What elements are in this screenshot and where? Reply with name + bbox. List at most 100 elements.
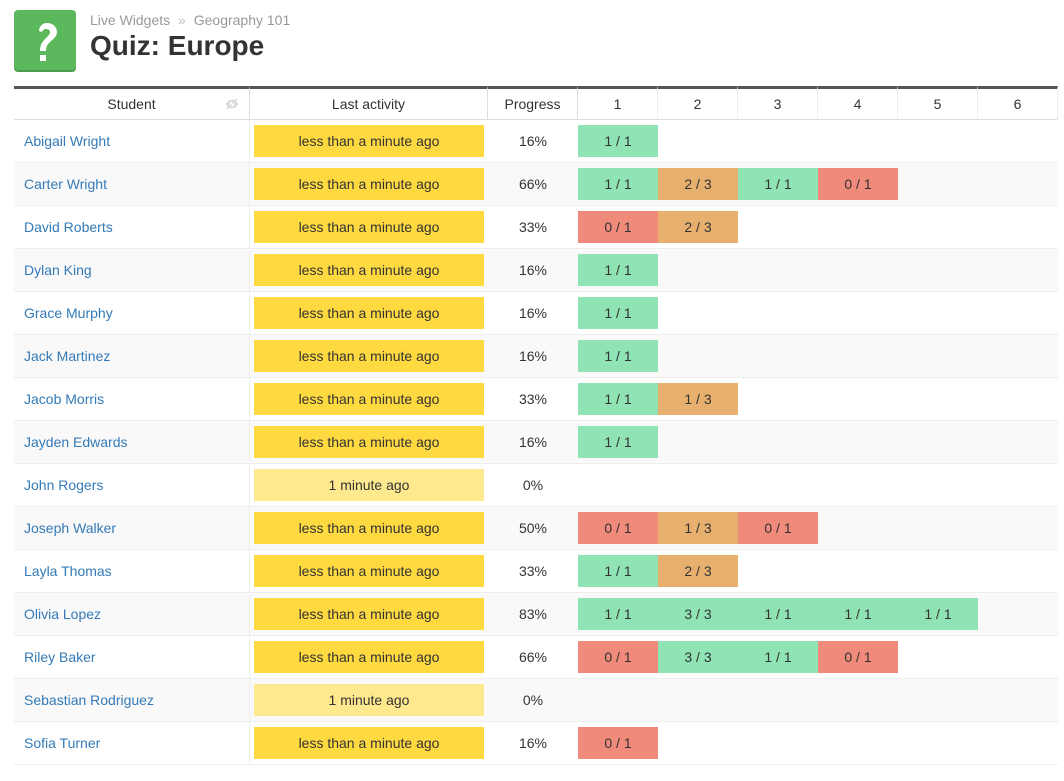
score-cell bbox=[658, 421, 738, 464]
table-row: Dylan King less than a minute ago16%1 / 1 bbox=[14, 249, 1058, 292]
col-q4-header[interactable]: 4 bbox=[818, 86, 898, 120]
activity-badge: less than a minute ago bbox=[254, 254, 484, 286]
last-activity-cell: 1 minute ago bbox=[250, 464, 488, 507]
score-cell bbox=[818, 206, 898, 249]
score-cell bbox=[658, 335, 738, 378]
activity-badge: less than a minute ago bbox=[254, 340, 484, 372]
score-badge: 0 / 1 bbox=[578, 727, 658, 759]
last-activity-cell: less than a minute ago bbox=[250, 378, 488, 421]
student-link[interactable]: David Roberts bbox=[24, 219, 113, 235]
student-name-cell: Dylan King bbox=[14, 249, 250, 292]
score-cell bbox=[978, 722, 1058, 765]
student-link[interactable]: Joseph Walker bbox=[24, 520, 116, 536]
student-name-cell: Carter Wright bbox=[14, 163, 250, 206]
score-badge: 0 / 1 bbox=[818, 168, 898, 200]
last-activity-cell: less than a minute ago bbox=[250, 421, 488, 464]
col-progress-label: Progress bbox=[504, 96, 560, 112]
table-row: Jacob Morrisless than a minute ago33%1 /… bbox=[14, 378, 1058, 421]
col-q3-header[interactable]: 3 bbox=[738, 86, 818, 120]
student-link[interactable]: Riley Baker bbox=[24, 649, 96, 665]
score-cell: 1 / 1 bbox=[818, 593, 898, 636]
score-cell: 0 / 1 bbox=[738, 507, 818, 550]
col-q2-header[interactable]: 2 bbox=[658, 86, 738, 120]
student-link[interactable]: Sofia Turner bbox=[24, 735, 100, 751]
score-cell bbox=[738, 378, 818, 421]
score-cell: 0 / 1 bbox=[818, 163, 898, 206]
score-cell bbox=[738, 206, 818, 249]
col-q5-header[interactable]: 5 bbox=[898, 86, 978, 120]
activity-badge: 1 minute ago bbox=[254, 684, 484, 716]
page-title: Quiz: Europe bbox=[90, 30, 290, 62]
visibility-toggle-icon[interactable] bbox=[225, 97, 239, 111]
score-badge: 2 / 3 bbox=[658, 211, 738, 243]
score-cell bbox=[898, 464, 978, 507]
score-cell: 2 / 3 bbox=[658, 163, 738, 206]
table-row: Grace Murphyless than a minute ago16%1 /… bbox=[14, 292, 1058, 335]
score-cell bbox=[818, 507, 898, 550]
progress-cell: 16% bbox=[488, 421, 578, 464]
score-badge: 0 / 1 bbox=[738, 512, 818, 544]
score-badge: 0 / 1 bbox=[578, 641, 658, 673]
score-badge: 1 / 1 bbox=[898, 598, 978, 630]
col-q1-header[interactable]: 1 bbox=[578, 86, 658, 120]
breadcrumb-course: Geography 101 bbox=[194, 12, 291, 28]
score-cell bbox=[738, 335, 818, 378]
score-cell bbox=[818, 292, 898, 335]
student-link[interactable]: Layla Thomas bbox=[24, 563, 112, 579]
student-link[interactable]: Jacob Morris bbox=[24, 391, 104, 407]
score-badge: 3 / 3 bbox=[658, 598, 738, 630]
table-row: John Rogers1 minute ago0% bbox=[14, 464, 1058, 507]
score-badge: 2 / 3 bbox=[658, 168, 738, 200]
score-cell: 1 / 1 bbox=[578, 378, 658, 421]
activity-badge: less than a minute ago bbox=[254, 211, 484, 243]
score-cell bbox=[658, 464, 738, 507]
last-activity-cell: less than a minute ago bbox=[250, 206, 488, 249]
student-link[interactable]: Olivia Lopez bbox=[24, 606, 101, 622]
breadcrumb-root-link[interactable]: Live Widgets bbox=[90, 12, 170, 28]
col-activity-header[interactable]: Last activity bbox=[250, 86, 488, 120]
col-student-header[interactable]: Student bbox=[14, 86, 250, 120]
progress-cell: 16% bbox=[488, 335, 578, 378]
score-cell: 2 / 3 bbox=[658, 206, 738, 249]
score-cell: 1 / 1 bbox=[578, 421, 658, 464]
score-cell: 1 / 1 bbox=[578, 163, 658, 206]
student-name-cell: Joseph Walker bbox=[14, 507, 250, 550]
score-cell: 1 / 3 bbox=[658, 507, 738, 550]
student-name-cell: Jacob Morris bbox=[14, 378, 250, 421]
student-name-cell: Abigail Wright bbox=[14, 120, 250, 163]
progress-cell: 16% bbox=[488, 249, 578, 292]
student-link[interactable]: Grace Murphy bbox=[24, 305, 113, 321]
student-link[interactable]: Carter Wright bbox=[24, 176, 107, 192]
progress-cell: 83% bbox=[488, 593, 578, 636]
score-cell bbox=[578, 679, 658, 722]
score-cell bbox=[738, 249, 818, 292]
score-cell bbox=[978, 550, 1058, 593]
score-cell bbox=[738, 421, 818, 464]
col-progress-header[interactable]: Progress bbox=[488, 86, 578, 120]
last-activity-cell: less than a minute ago bbox=[250, 722, 488, 765]
progress-cell: 66% bbox=[488, 636, 578, 679]
student-link[interactable]: Abigail Wright bbox=[24, 133, 110, 149]
score-badge: 1 / 1 bbox=[818, 598, 898, 630]
student-name-cell: Riley Baker bbox=[14, 636, 250, 679]
score-cell bbox=[898, 679, 978, 722]
student-link[interactable]: Jayden Edwards bbox=[24, 434, 128, 450]
score-cell bbox=[898, 249, 978, 292]
student-link[interactable]: Sebastian Rodriguez bbox=[24, 692, 154, 708]
last-activity-cell: less than a minute ago bbox=[250, 249, 488, 292]
col-q6-header[interactable]: 6 bbox=[978, 86, 1058, 120]
last-activity-cell: 1 minute ago bbox=[250, 679, 488, 722]
student-link[interactable]: John Rogers bbox=[24, 477, 103, 493]
student-link[interactable]: Jack Martinez bbox=[24, 348, 110, 364]
score-cell bbox=[738, 464, 818, 507]
score-cell bbox=[898, 507, 978, 550]
last-activity-cell: less than a minute ago bbox=[250, 335, 488, 378]
results-table: Student Last activity Progress 1 2 3 4 5… bbox=[14, 86, 1058, 765]
student-link[interactable]: Dylan King bbox=[24, 262, 92, 278]
score-cell bbox=[898, 636, 978, 679]
score-cell bbox=[978, 206, 1058, 249]
score-cell bbox=[818, 120, 898, 163]
score-cell: 1 / 1 bbox=[738, 593, 818, 636]
activity-badge: less than a minute ago bbox=[254, 125, 484, 157]
score-badge: 1 / 1 bbox=[578, 254, 658, 286]
